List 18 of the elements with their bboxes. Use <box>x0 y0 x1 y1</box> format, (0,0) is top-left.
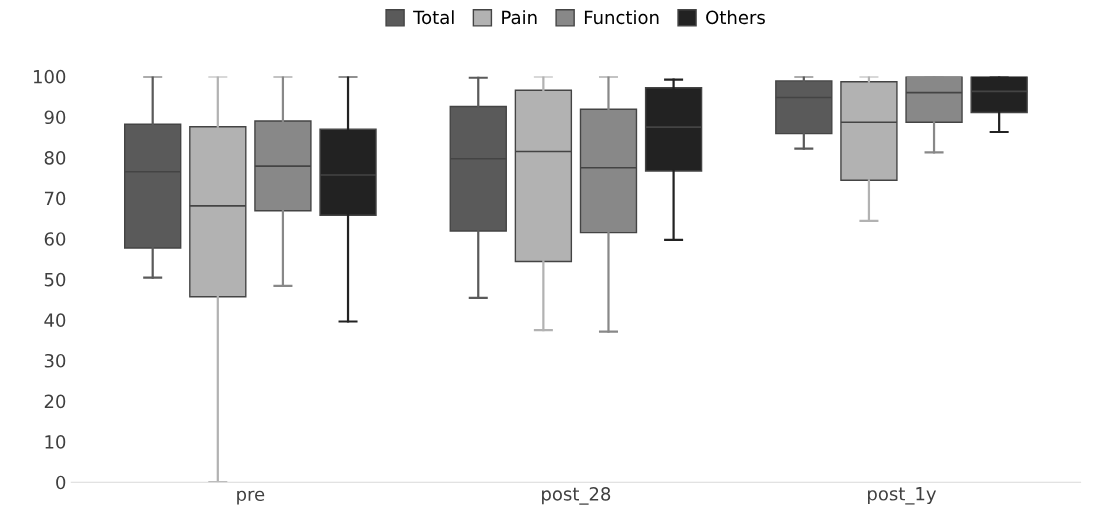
x-tick-label: post_1y <box>868 487 937 505</box>
y-tick-label: 10 <box>45 435 66 449</box>
y-tick-label: 70 <box>44 191 66 206</box>
legend-label: Pain <box>502 10 537 25</box>
legend-label: Others <box>706 10 765 25</box>
y-tick-label: 60 <box>44 232 66 246</box>
legend-label: Function <box>584 10 659 25</box>
y-tick-label: 90 <box>44 110 66 125</box>
legend-label: Total <box>413 10 454 25</box>
y-tick-label: 20 <box>44 394 66 409</box>
y-tick-label: 30 <box>44 353 66 368</box>
y-tick-label: 0 <box>56 475 66 490</box>
y-tick-label: 50 <box>44 272 66 287</box>
y-tick-label: 40 <box>44 313 66 328</box>
x-tick-label: pre <box>237 490 265 505</box>
y-tick-label: 80 <box>44 151 66 165</box>
x-tick-label: post_28 <box>542 487 611 505</box>
y-tick-label: 100 <box>33 69 66 84</box>
